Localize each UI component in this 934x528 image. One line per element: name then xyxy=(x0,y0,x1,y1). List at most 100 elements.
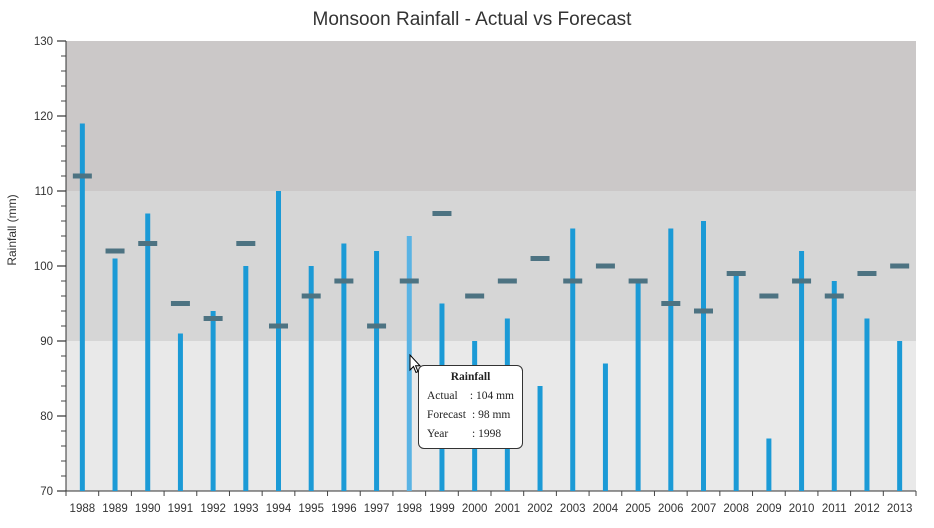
x-tick-label: 2003 xyxy=(560,503,586,515)
forecast-marker xyxy=(432,211,452,216)
actual-bar xyxy=(210,311,216,491)
forecast-marker xyxy=(170,301,190,306)
forecast-series xyxy=(72,173,910,329)
tooltip-title: Rainfall xyxy=(450,371,491,383)
forecast-marker xyxy=(694,308,713,314)
x-tick-label: 2012 xyxy=(854,503,880,515)
forecast-marker xyxy=(857,271,877,276)
actual-bar xyxy=(668,228,674,491)
y-tick-label: 130 xyxy=(34,36,53,48)
y-tick-label: 120 xyxy=(34,111,53,123)
forecast-marker xyxy=(890,263,910,269)
forecast-marker xyxy=(105,248,125,254)
forecast-marker xyxy=(628,278,648,284)
x-tick-label: 1991 xyxy=(168,503,194,515)
forecast-marker xyxy=(138,241,158,246)
x-tick-label: 1988 xyxy=(70,503,96,515)
actual-bar xyxy=(537,386,543,491)
x-tick-label: 1997 xyxy=(364,503,390,515)
x-tick-label: 2011 xyxy=(822,503,847,515)
tooltip-row-actual: Actual : 104 mm xyxy=(427,387,514,406)
forecast-marker xyxy=(530,256,550,261)
x-tick-label: 2000 xyxy=(462,503,488,515)
y-axis: 70 80 90 100 110 120 130 xyxy=(34,36,67,498)
forecast-marker xyxy=(661,301,681,306)
x-tick-label: 2001 xyxy=(495,503,521,515)
tooltip: Rainfall Actual : 104 mm Forecast : 98 m… xyxy=(418,365,523,449)
actual-bar xyxy=(864,318,870,491)
actual-bar xyxy=(799,251,805,491)
x-tick-label: 2005 xyxy=(625,503,651,515)
x-tick-label: 2004 xyxy=(593,503,619,515)
x-tick-label: 2009 xyxy=(756,503,782,515)
x-tick-label: 2008 xyxy=(723,503,749,515)
forecast-marker xyxy=(367,323,387,329)
y-tick-label: 70 xyxy=(40,486,53,498)
forecast-marker xyxy=(203,316,223,321)
tooltip-value: : 104 mm xyxy=(469,390,514,402)
y-tick-label: 90 xyxy=(40,336,53,348)
actual-bar xyxy=(112,258,118,491)
actual-bar xyxy=(341,243,347,491)
forecast-marker xyxy=(824,293,844,299)
forecast-marker xyxy=(236,241,256,246)
y-tick-label: 80 xyxy=(40,411,53,423)
forecast-marker xyxy=(334,278,354,284)
tooltip-value: : 1998 xyxy=(472,428,502,440)
x-tick-label: 2002 xyxy=(527,503,553,515)
x-axis: 1988 1989 1990 1991 1992 1993 1994 1995 1996 1997… xyxy=(65,490,917,515)
forecast-marker xyxy=(301,293,321,299)
forecast-marker xyxy=(595,263,615,269)
x-tick-label: 2013 xyxy=(887,503,913,515)
plot-band xyxy=(66,41,916,191)
tooltip-key: Forecast xyxy=(427,409,466,421)
forecast-marker xyxy=(792,278,812,284)
actual-bar xyxy=(276,191,281,491)
actual-bar xyxy=(145,213,151,491)
chart-title: Monsoon Rainfall - Actual vs Forecast xyxy=(313,9,633,30)
x-tick-label: 2010 xyxy=(789,503,815,515)
forecast-marker xyxy=(72,173,92,179)
forecast-marker xyxy=(726,271,746,276)
forecast-marker xyxy=(497,278,517,284)
actual-bar xyxy=(831,281,837,491)
x-tick-label: 1990 xyxy=(135,503,161,515)
x-tick-label: 1999 xyxy=(429,503,455,515)
actual-bar xyxy=(243,266,249,491)
forecast-marker xyxy=(269,323,288,329)
tooltip-row-year: Year : 1998 xyxy=(427,425,514,444)
forecast-marker xyxy=(759,293,779,299)
actual-bar xyxy=(897,341,903,491)
x-tick-label: 1994 xyxy=(266,503,292,515)
actual-bar xyxy=(406,236,412,491)
actual-bar xyxy=(570,228,576,491)
x-tick-label: 1995 xyxy=(298,503,324,515)
actual-bar xyxy=(177,333,183,491)
actual-bar xyxy=(79,123,85,491)
forecast-marker xyxy=(465,293,485,299)
x-tick-label: 2006 xyxy=(658,503,684,515)
actual-bar xyxy=(635,281,641,491)
actual-bar xyxy=(602,363,608,491)
actual-bar xyxy=(374,251,380,491)
actual-bar xyxy=(701,221,706,491)
plot-band xyxy=(66,191,916,341)
tooltip-row-forecast: Forecast : 98 mm xyxy=(427,406,514,425)
actual-bar xyxy=(766,438,772,491)
y-axis-label: Rainfall (mm) xyxy=(5,194,19,265)
forecast-marker xyxy=(399,278,419,284)
tooltip-key: Actual xyxy=(427,390,458,402)
x-tick-label: 1996 xyxy=(331,503,357,515)
x-tick-label: 1993 xyxy=(233,503,259,515)
mouse-cursor-icon xyxy=(409,354,421,374)
x-tick-label: 1989 xyxy=(102,503,128,515)
tooltip-value: : 98 mm xyxy=(472,409,511,421)
actual-bar xyxy=(308,266,314,491)
forecast-marker xyxy=(563,278,583,284)
tooltip-key: Year xyxy=(427,428,449,440)
x-tick-label: 1992 xyxy=(200,503,226,515)
x-tick-label: 1998 xyxy=(396,503,422,515)
y-tick-label: 110 xyxy=(35,186,53,198)
actual-bar xyxy=(733,273,739,491)
